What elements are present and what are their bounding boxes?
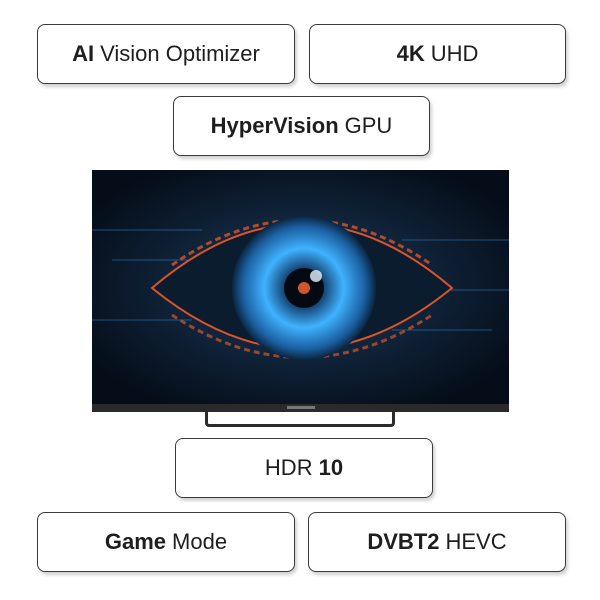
badge-bold: Game [104, 529, 167, 554]
tv-stand [205, 411, 395, 427]
badge-bold: 4K [396, 41, 425, 66]
badge-bold: DVBT2 [367, 529, 440, 554]
feature-badge-hypervision-gpu: HyperVision GPU [173, 96, 430, 156]
badge-text: HDR [264, 455, 313, 480]
badge-bold: HyperVision [210, 113, 339, 138]
feature-badge-ai-vision-optimizer: AI Vision Optimizer [37, 24, 295, 84]
feature-badge-4k-uhd: 4K UHD [309, 24, 566, 84]
tv-screen [92, 170, 509, 404]
tv-product-image [92, 170, 509, 412]
badge-text: GPU [344, 113, 393, 138]
feature-badge-game-mode: Game Mode [37, 512, 295, 572]
badge-bold: 10 [318, 455, 344, 480]
tv-brand-logo [287, 406, 315, 409]
badge-bold: AI [72, 41, 95, 66]
eye-illustration [92, 170, 509, 404]
badge-text: UHD [430, 41, 479, 66]
badge-text: Mode [172, 529, 228, 554]
feature-badge-dvbt2-hevc: DVBT2 HEVC [308, 512, 566, 572]
badge-text: Vision Optimizer [100, 41, 260, 66]
feature-badge-hdr10: HDR 10 [175, 438, 433, 498]
badge-text: HEVC [445, 529, 507, 554]
